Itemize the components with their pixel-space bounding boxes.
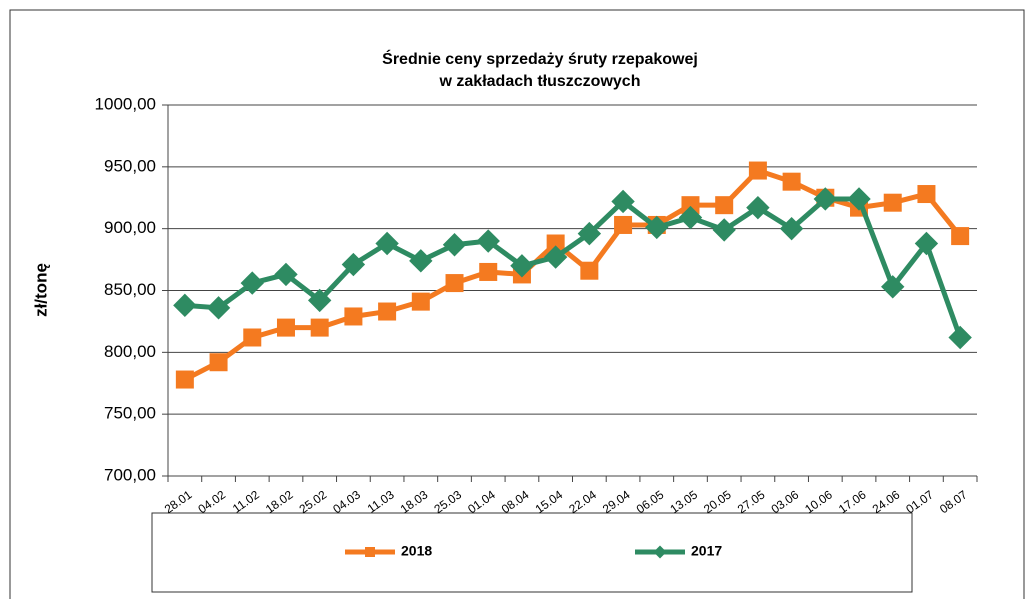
data-point [546, 234, 565, 253]
data-point [307, 288, 332, 313]
legend-label: 2017 [691, 543, 722, 559]
data-point [375, 231, 399, 256]
data-point [543, 245, 568, 269]
legend-marker [653, 545, 667, 559]
data-point [914, 231, 939, 256]
data-point [951, 227, 970, 246]
data-point [341, 252, 366, 277]
data-point [712, 218, 736, 242]
data-point [510, 254, 534, 278]
data-point [173, 293, 197, 318]
legend-box [151, 512, 913, 593]
data-point [476, 229, 500, 253]
data-point [206, 296, 231, 320]
data-point [580, 261, 599, 280]
y-tick-label: 850,00 [104, 280, 156, 299]
data-point [577, 221, 602, 246]
data-point [378, 302, 397, 321]
chart-subtitle: w zakładach tłuszczowych [439, 73, 641, 90]
y-tick-label: 950,00 [104, 156, 156, 175]
data-point [746, 195, 770, 220]
data-point [274, 262, 298, 287]
data-point [310, 318, 329, 337]
data-point [276, 318, 295, 337]
y-tick-label: 900,00 [104, 218, 156, 237]
data-point [948, 325, 972, 350]
chart-frame [9, 9, 1025, 599]
legend-marker [365, 547, 375, 557]
y-tick-label: 1000,00 [95, 94, 156, 113]
data-point [881, 275, 905, 299]
data-point [883, 193, 902, 212]
data-point [681, 196, 700, 215]
data-point [479, 262, 498, 281]
data-point [611, 189, 635, 214]
data-point [445, 274, 464, 293]
data-point [442, 233, 467, 257]
y-tick-label: 800,00 [104, 342, 156, 361]
data-point [748, 161, 767, 180]
data-point [813, 187, 838, 211]
data-point [409, 249, 433, 273]
data-point [243, 328, 262, 347]
data-point [782, 172, 801, 191]
data-point [344, 307, 363, 326]
y-tick-label: 750,00 [104, 404, 156, 423]
data-point [917, 185, 936, 204]
legend-label: 2018 [401, 543, 432, 559]
data-point [209, 353, 228, 372]
data-point [175, 370, 194, 389]
data-point [847, 187, 871, 211]
chart-title: Średnie ceny sprzedaży śruty rzepakowej [382, 49, 698, 68]
data-point [614, 215, 633, 234]
data-point [240, 271, 264, 295]
data-point [645, 215, 669, 240]
y-tick-label: 700,00 [104, 465, 156, 484]
y-axis-label: zł/tonę [31, 263, 50, 317]
data-point [779, 216, 804, 241]
data-point [411, 292, 430, 311]
data-point [678, 205, 703, 230]
data-point [715, 196, 734, 215]
